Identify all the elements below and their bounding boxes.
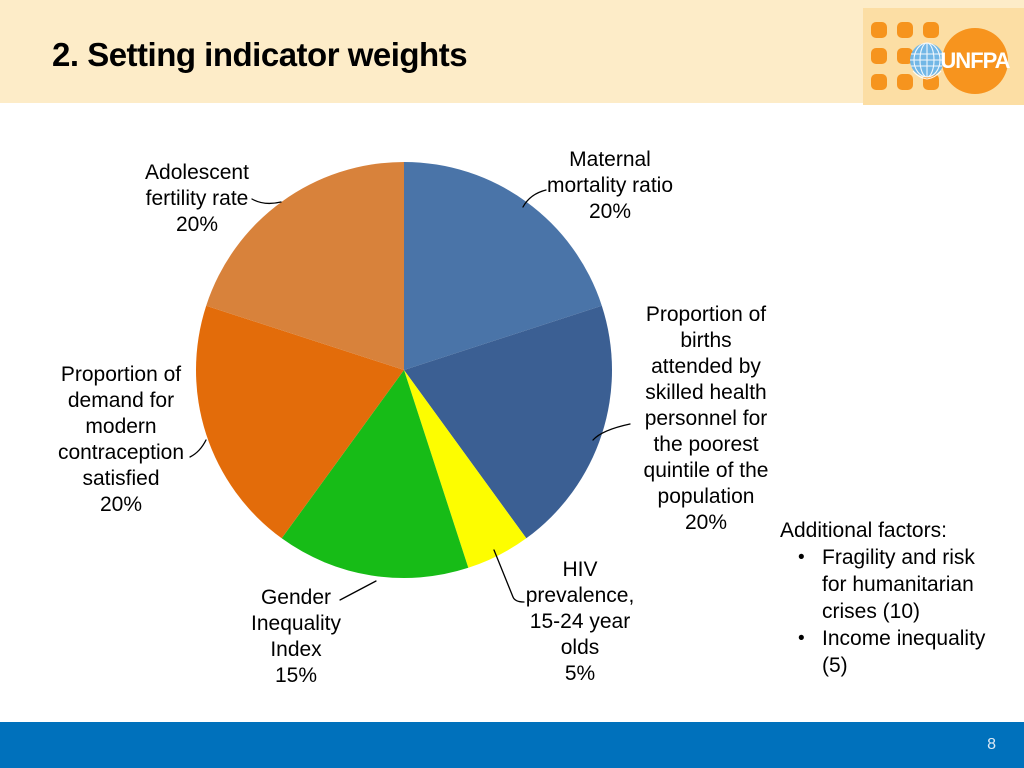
bullet-icon: • [798, 628, 805, 649]
bullet-item-text: Fragility and risk for humanitarian cris… [822, 546, 975, 623]
page-title: 2. Setting indicator weights [52, 36, 468, 73]
unfpa-circle-logo: UNFPA [940, 28, 1011, 94]
additional-factors-heading: Additional factors: [780, 519, 947, 542]
leader-line-adolescent [251, 198, 282, 205]
footer-bar: 8 [0, 722, 1024, 768]
pie-label-gender-inequality: Gender Inequality Index 15% [251, 586, 341, 687]
leader-line-gender [339, 580, 377, 601]
leader-line-contraception [189, 439, 207, 458]
pie-slice-1 [404, 305, 613, 539]
list-item: • Income inequality (5) [798, 625, 1015, 679]
pie-label-births-attended: Proportion of births attended by skilled… [643, 303, 769, 534]
leader-line-hiv [493, 549, 525, 603]
unfpa-logo: UNFPA [863, 8, 1024, 105]
pie-label-adolescent-fertility: Adolescent fertility rate 20% [145, 161, 249, 236]
pie-slice-0 [404, 162, 602, 370]
pie-slice-5 [206, 162, 404, 370]
pie-label-contraception: Proportion of demand for modern contrace… [57, 363, 185, 516]
pie-label-maternal-mortality: Maternal mortality ratio 20% [546, 148, 674, 223]
pie-slice-4 [195, 305, 404, 539]
pie-slice-3 [281, 370, 469, 579]
pie-label-hiv-prevalence: HIV prevalence, 15-24 year olds 5% [525, 558, 635, 685]
leader-line-births [592, 423, 631, 441]
pie-slice-2 [404, 370, 527, 568]
bullet-item-text: Income inequality (5) [822, 627, 986, 677]
un-globe-icon [910, 42, 944, 80]
unfpa-logo-text: UNFPA [940, 48, 1010, 73]
list-item: • Fragility and risk for humanitarian cr… [798, 544, 1015, 625]
leader-lines [189, 189, 631, 603]
leader-line-maternal [522, 189, 547, 208]
bullet-icon: • [798, 547, 805, 568]
additional-factors-block: Additional factors: • Fragility and risk… [780, 517, 1015, 679]
page-number: 8 [987, 736, 996, 753]
header-bar: 2. Setting indicator weights [0, 0, 1024, 105]
